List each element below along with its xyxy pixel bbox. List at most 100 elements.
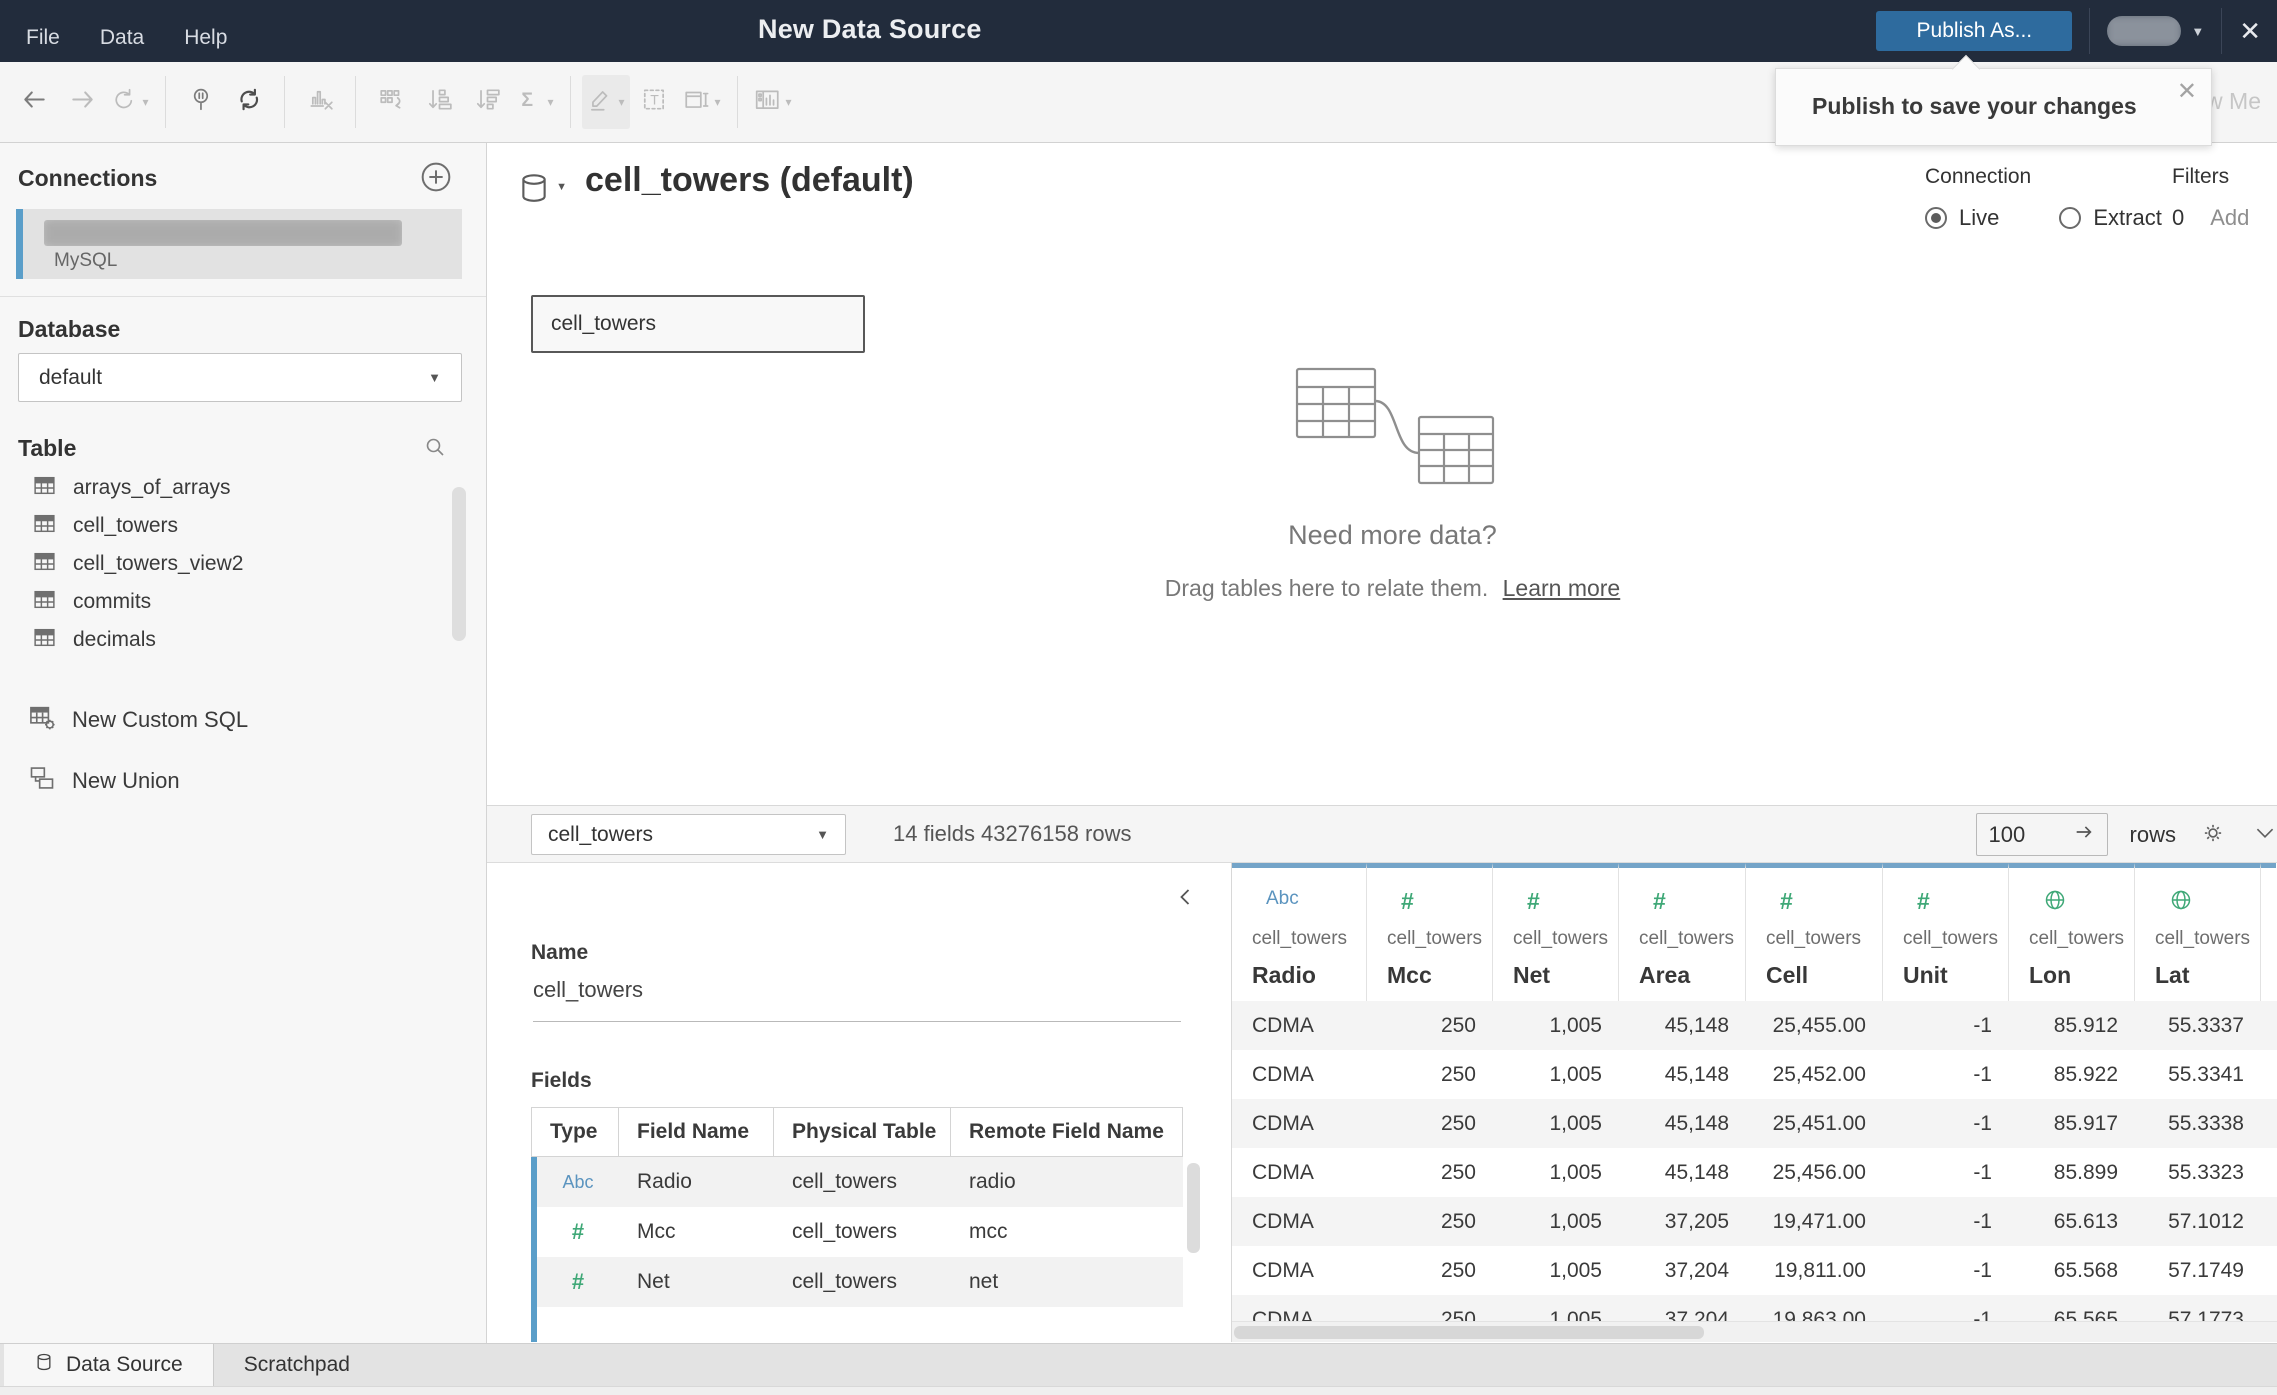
publish-as-button[interactable]: Publish As... — [1876, 11, 2073, 51]
connection-item[interactable]: MySQL — [16, 209, 462, 279]
field-row-mcc[interactable]: # Mcc cell_towers mcc — [531, 1207, 1183, 1257]
labels-button[interactable]: T — [630, 75, 678, 129]
column-field-name: Mcc — [1387, 962, 1432, 988]
redo-button[interactable] — [58, 75, 106, 129]
run-update-button[interactable] — [225, 75, 273, 129]
canvas-table-cell-towers[interactable]: cell_towers — [531, 295, 865, 353]
chevron-down-icon: ▼ — [816, 827, 829, 842]
add-connection-button[interactable] — [420, 161, 452, 193]
fit-button[interactable]: ▾ — [678, 75, 726, 129]
grid-column-header-lat[interactable]: cell_towers Lat — [2135, 863, 2261, 1001]
highlight-button[interactable]: ▾ — [582, 75, 630, 129]
grid-cell: 25,455.00 — [1746, 1001, 1883, 1050]
database-select[interactable]: default ▼ — [18, 353, 462, 402]
preview-table-select[interactable]: cell_towers ▼ — [531, 814, 846, 855]
table-item-cell_towers[interactable]: cell_towers — [0, 507, 486, 545]
grid-cell-partial — [2261, 1197, 2277, 1246]
table-name-input[interactable]: cell_towers — [533, 977, 1181, 1022]
grid-cell: CDMA — [1232, 1197, 1367, 1246]
grid-cell: 37,204 — [1664, 1259, 1729, 1282]
grid-cell: 45,148 — [1664, 1161, 1729, 1184]
grid-cell: CDMA — [1232, 1295, 1367, 1321]
user-menu[interactable]: ▼ — [2107, 16, 2204, 46]
live-radio[interactable] — [1925, 207, 1947, 229]
extract-radio[interactable] — [2059, 207, 2082, 229]
swap-axes-icon — [378, 86, 405, 118]
grid-cell: 65.568 — [2053, 1259, 2118, 1282]
collapse-details-button[interactable] — [1173, 885, 1199, 911]
grid-column-header-area[interactable]: # cell_towers Area — [1619, 863, 1746, 1001]
table-grid-icon — [32, 625, 57, 656]
menu-file[interactable]: File — [26, 26, 60, 49]
grid-cell: 57.1749 — [2168, 1259, 2244, 1282]
table-item-cell_towers_view2[interactable]: cell_towers_view2 — [0, 545, 486, 583]
close-window-button[interactable]: ✕ — [2239, 16, 2261, 46]
collapse-preview-button[interactable] — [2250, 820, 2277, 850]
grid-column-header-mcc[interactable]: # cell_towers Mcc — [1367, 863, 1493, 1001]
grid-column-header-cell[interactable]: # cell_towers Cell — [1746, 863, 1883, 1001]
labels-icon: T — [641, 86, 668, 118]
table-item-commits[interactable]: commits — [0, 583, 486, 621]
column-field-name: Cell — [1766, 962, 1809, 988]
fields-scrollbar[interactable] — [1187, 1163, 1200, 1253]
tab-scratchpad[interactable]: Scratchpad — [214, 1344, 380, 1386]
table-item-arrays_of_arrays[interactable]: arrays_of_arrays — [0, 469, 486, 507]
row-count-input[interactable]: 100 — [1975, 813, 2108, 856]
gear-icon — [2204, 824, 2222, 842]
grid-cell: 37,204 — [1619, 1295, 1746, 1321]
grid-cell-partial — [2261, 1295, 2277, 1321]
data-source-content: ▼ cell_towers (default) Connection Live … — [487, 143, 2277, 1343]
grid-cell-partial — [2261, 1001, 2277, 1050]
field-row-net[interactable]: # Net cell_towers net — [531, 1257, 1183, 1307]
grid-column-header-radio[interactable]: Abc cell_towers Radio — [1232, 863, 1367, 1001]
column-field-name: Lat — [2155, 962, 2190, 988]
swap-axes-button[interactable] — [367, 75, 415, 129]
table-details-panel: Name cell_towers Fields Type Field Name Ph… — [487, 863, 1232, 1342]
grid-column-header-net[interactable]: # cell_towers Net — [1493, 863, 1619, 1001]
grid-column-header-unit[interactable]: # cell_towers Unit — [1883, 863, 2009, 1001]
tooltip-close-button[interactable]: ✕ — [2176, 78, 2197, 105]
grid-cell: 25,456.00 — [1772, 1161, 1866, 1184]
show-cards-button[interactable]: ▾ — [749, 75, 797, 129]
sort-descending-icon — [474, 86, 501, 118]
search-tables-button[interactable] — [422, 435, 448, 461]
apply-row-count-button[interactable] — [2073, 821, 2095, 849]
field-row-radio[interactable]: Abc Radio cell_towers radio — [531, 1157, 1183, 1207]
column-table-label: cell_towers — [2155, 928, 2251, 949]
number-type-icon: # — [1401, 888, 1414, 914]
grid-cell: -1 — [1973, 1063, 1992, 1086]
new-custom-sql-button[interactable]: New Custom SQL — [0, 699, 486, 741]
sort-descending-button[interactable] — [463, 75, 511, 129]
add-filter-button[interactable]: Add — [2210, 205, 2250, 230]
preview-settings-button[interactable] — [2198, 820, 2228, 850]
menu-help[interactable]: Help — [184, 26, 228, 49]
database-select-value: default — [39, 365, 103, 389]
grid-cell: 250 — [1440, 1161, 1476, 1184]
grid-cell: 1,005 — [1493, 1099, 1619, 1148]
pause-updates-button[interactable] — [177, 75, 225, 129]
sidebar-scrollbar[interactable] — [452, 487, 466, 641]
window-title: New Data Source — [758, 14, 982, 44]
action-label: New Custom SQL — [72, 707, 249, 732]
table-item-decimals[interactable]: decimals — [0, 621, 486, 659]
data-source-menu[interactable]: ▼ — [517, 171, 567, 205]
grid-horizontal-scrollbar[interactable] — [1232, 1321, 2277, 1342]
learn-more-link[interactable]: Learn more — [1502, 575, 1621, 601]
tab-data-source[interactable]: Data Source — [4, 1344, 214, 1386]
grid-row: CDMA 250 1,005 45,148 25,452.00 -1 85.922 55.33… — [1232, 1050, 2277, 1099]
menu-data[interactable]: Data — [99, 26, 145, 49]
clear-sheet-button[interactable] — [296, 75, 344, 129]
undo-button[interactable] — [10, 75, 58, 129]
fields-label: Fields — [531, 1069, 592, 1092]
grid-cell: 1,005 — [1493, 1295, 1619, 1321]
avatar — [2107, 16, 2182, 46]
sort-ascending-button[interactable] — [415, 75, 463, 129]
new-union-button[interactable]: New Union — [0, 760, 486, 802]
number-type-icon: # — [571, 1219, 585, 1244]
field-name-cell: Net — [637, 1270, 670, 1293]
replay-button[interactable]: ▾ — [106, 75, 154, 129]
totals-button[interactable]: Σ ▾ — [511, 75, 559, 129]
grid-column-header-lon[interactable]: cell_towers Lon — [2009, 863, 2135, 1001]
scrollbar-thumb[interactable] — [1234, 1326, 1704, 1339]
grid-cell: 55.3323 — [2168, 1161, 2244, 1184]
